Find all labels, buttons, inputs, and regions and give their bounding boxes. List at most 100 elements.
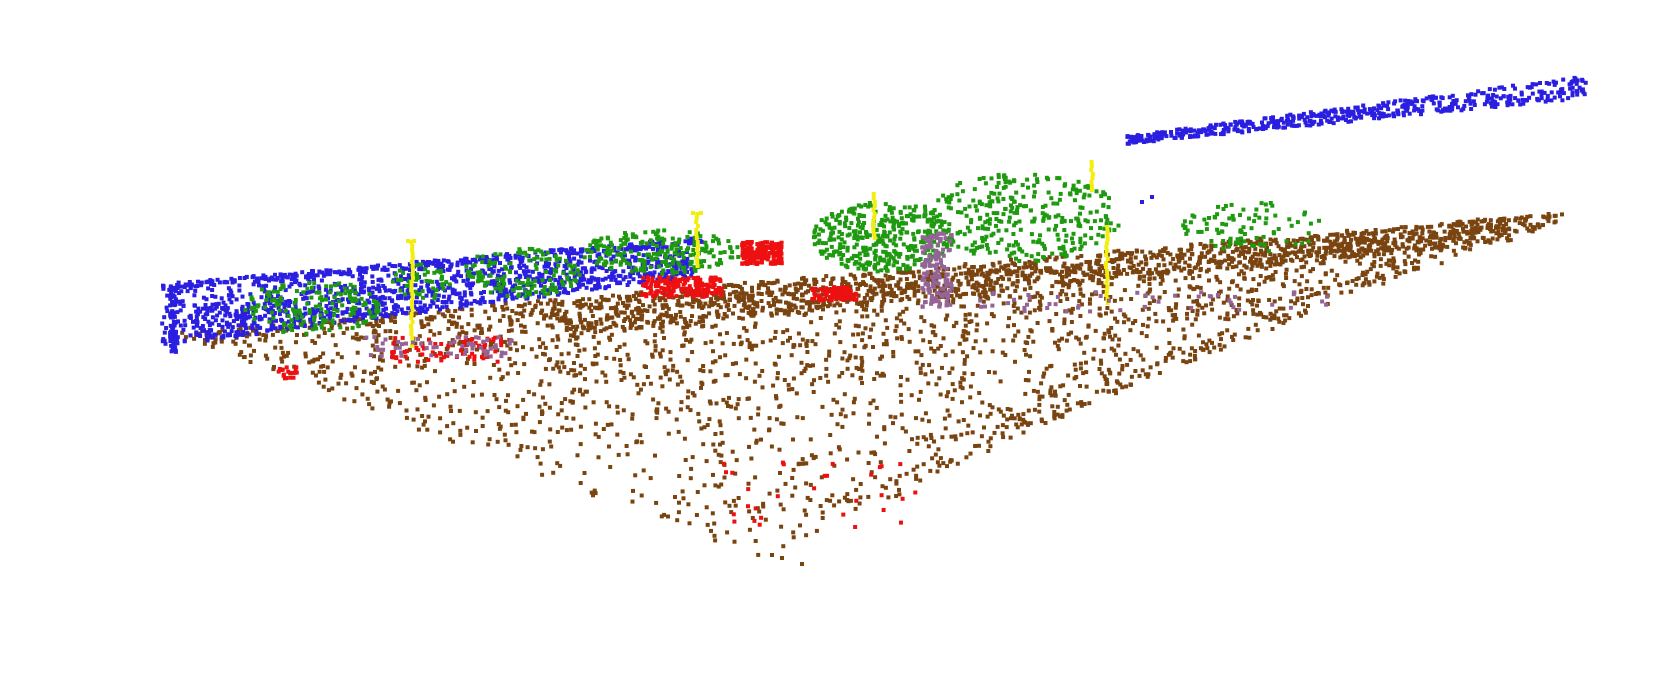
point	[533, 303, 538, 308]
point	[517, 273, 522, 278]
point	[555, 461, 560, 466]
point	[997, 268, 1002, 273]
point	[786, 312, 791, 317]
point	[1230, 334, 1234, 339]
point	[371, 381, 376, 385]
point	[571, 334, 576, 338]
point	[778, 403, 783, 408]
point	[527, 301, 532, 306]
point	[741, 294, 746, 299]
point	[1028, 421, 1033, 426]
point	[1506, 238, 1511, 243]
point	[447, 294, 452, 299]
point	[913, 280, 918, 285]
point	[772, 335, 777, 340]
point	[547, 382, 552, 387]
point	[1016, 329, 1021, 334]
point	[416, 427, 421, 432]
point	[1437, 240, 1442, 245]
point	[579, 320, 584, 325]
point	[1158, 249, 1163, 254]
point	[566, 291, 571, 295]
point	[1429, 254, 1434, 259]
point	[1279, 259, 1284, 264]
point	[911, 270, 916, 275]
point	[674, 312, 678, 317]
point	[486, 442, 491, 447]
point	[426, 322, 431, 327]
point	[1253, 261, 1258, 266]
point	[255, 276, 260, 281]
point	[645, 375, 650, 379]
point	[630, 412, 635, 417]
point	[354, 386, 359, 391]
point	[680, 294, 685, 299]
point	[888, 276, 893, 281]
point	[605, 313, 610, 318]
point	[418, 300, 423, 305]
point	[1301, 302, 1305, 307]
point	[827, 353, 832, 358]
point	[595, 352, 600, 357]
point	[524, 275, 528, 279]
point	[199, 283, 204, 288]
point	[359, 282, 363, 286]
point	[503, 288, 508, 293]
point	[779, 421, 784, 426]
point	[1284, 267, 1289, 272]
point	[514, 311, 519, 316]
point	[1082, 273, 1087, 277]
point	[838, 412, 843, 417]
point	[176, 319, 180, 324]
point	[399, 266, 404, 271]
point	[1209, 301, 1214, 306]
point	[711, 472, 715, 477]
point	[441, 258, 446, 263]
point	[866, 494, 871, 499]
point	[958, 380, 963, 385]
point	[1173, 262, 1178, 267]
point	[388, 315, 393, 320]
point	[557, 291, 562, 296]
point	[614, 305, 618, 310]
point	[921, 435, 926, 440]
point	[397, 401, 402, 406]
point	[263, 313, 268, 318]
point	[557, 318, 562, 323]
point	[1335, 237, 1340, 242]
point	[519, 323, 523, 328]
point	[1147, 277, 1152, 282]
point	[1391, 262, 1396, 267]
point	[1122, 320, 1126, 325]
point	[626, 303, 631, 308]
point	[1146, 306, 1151, 311]
point	[579, 331, 584, 336]
point	[971, 291, 975, 296]
point	[598, 329, 603, 334]
point	[195, 320, 200, 325]
point	[1044, 266, 1048, 271]
point	[1314, 250, 1319, 255]
point	[750, 293, 755, 298]
point	[824, 274, 829, 279]
point	[1217, 332, 1222, 337]
point	[355, 301, 360, 305]
point	[589, 302, 593, 307]
point	[838, 303, 843, 308]
point	[1117, 269, 1122, 274]
point	[857, 501, 862, 506]
point	[418, 305, 423, 310]
point	[626, 265, 631, 269]
point	[390, 264, 395, 268]
point	[964, 291, 968, 296]
point	[1199, 251, 1204, 256]
point	[609, 332, 614, 337]
point	[688, 408, 693, 413]
point	[540, 472, 545, 477]
point	[636, 391, 641, 396]
point	[380, 302, 385, 307]
point	[221, 300, 226, 305]
point	[1329, 268, 1334, 273]
